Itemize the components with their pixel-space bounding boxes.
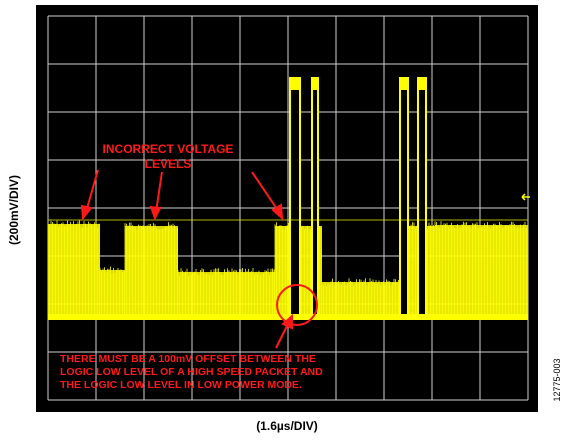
wave-spike (312, 78, 318, 318)
annotation-line: THE LOGIC LOW LEVEL IN LOW POWER MODE. (60, 379, 302, 391)
wave-spike-top (312, 78, 318, 90)
annotation-line: THERE MUST BE A 100mV OFFSET BETWEEN THE (60, 353, 316, 365)
wave-noise (48, 220, 99, 318)
wave-spike (400, 78, 408, 318)
annotation-line: INCORRECT VOLTAGE (103, 142, 234, 156)
scope-figure: INCORRECT VOLTAGE LEVELS THERE MUST BE A… (0, 0, 568, 440)
annotation-line: LEVELS (145, 157, 192, 171)
figure-id: 12775-003 (552, 358, 562, 401)
wave-spike-top (290, 78, 300, 90)
wave-spike (418, 78, 426, 318)
y-axis-label: (200mV/DIV) (7, 175, 21, 245)
x-axis-label: (1.6µs/DIV) (256, 419, 318, 433)
wave-spike-top (418, 78, 426, 90)
wave-spike (290, 78, 300, 318)
annotation-line: LOGIC LOW LEVEL OF A HIGH SPEED PACKET A… (60, 366, 323, 378)
wave-spike-top (400, 78, 408, 90)
wave-noise (408, 222, 417, 318)
